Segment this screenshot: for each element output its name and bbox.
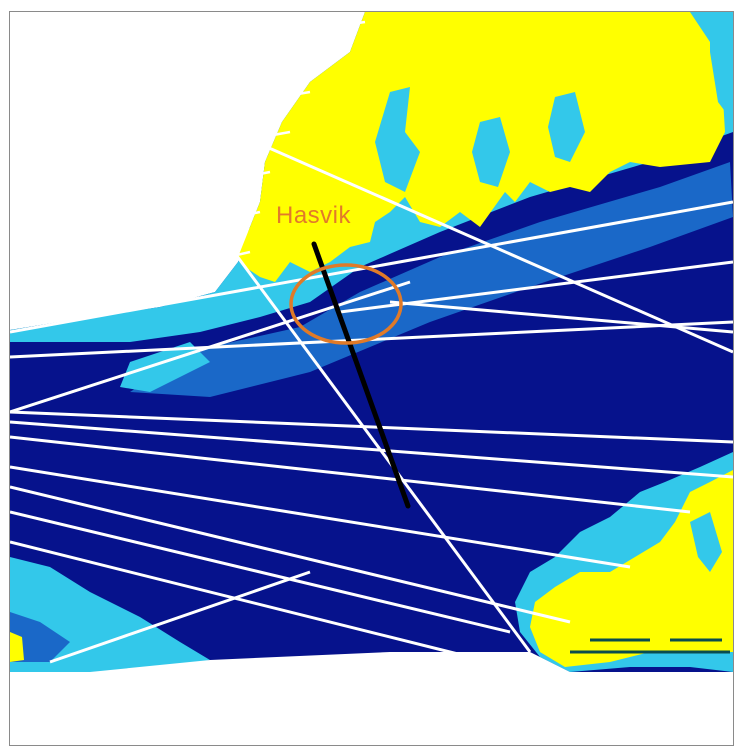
fjord-east: [548, 92, 585, 162]
profile-line: [311, 241, 411, 509]
survey-lines: [10, 120, 733, 664]
fjord-southeast: [690, 512, 722, 572]
highlight-circle: [289, 263, 403, 345]
fjord-central: [472, 117, 510, 187]
coastline-southeast-land: [530, 470, 733, 667]
medium-depth-band: [130, 162, 733, 397]
fjord-northeast: [710, 12, 733, 122]
medium-depth-southwest: [10, 612, 70, 662]
scale-bar: [570, 638, 730, 654]
fjord-west: [375, 87, 420, 192]
survey-lines-dense: [10, 20, 366, 304]
islet-southwest: [10, 632, 24, 662]
no-data-margin: [10, 652, 733, 745]
survey-coverage-area: [10, 12, 365, 330]
bathymetry-map: [10, 12, 733, 745]
place-label-hasvik: Hasvik: [276, 202, 352, 229]
map-panel: Hasvik: [9, 11, 734, 746]
